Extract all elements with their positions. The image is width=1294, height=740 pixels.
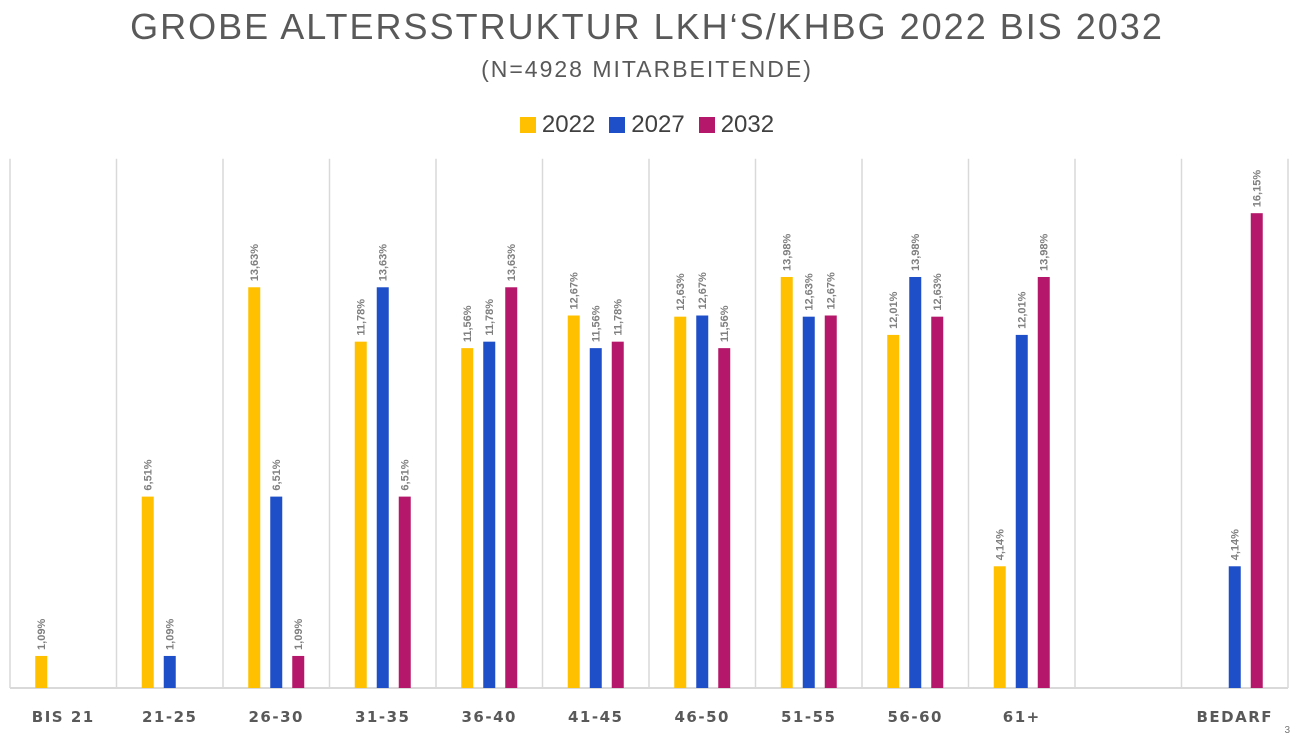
page-number: 3 [1284,725,1290,736]
bar-2032 [824,315,837,688]
x-tick-label: 36-40 [462,708,517,726]
bar-2027 [696,315,709,688]
bar-2027 [376,287,389,688]
bar-2027 [163,655,176,688]
bar-2022 [887,334,900,688]
x-tick-label: BIS 21 [32,708,95,726]
data-label: 11,78% [356,299,368,336]
data-label: 13,98% [910,233,922,271]
data-label: 11,78% [613,299,625,336]
data-label: 12,01% [1017,291,1029,329]
bar-2032 [1037,276,1050,688]
data-label: 1,09% [165,619,177,650]
legend-label: 2022 [541,111,596,138]
chart-title: GROBE ALTERSSTRUKTUR LKH‘S/KHBG 2022 BIS… [130,6,1164,47]
data-label: 12,63% [804,273,816,311]
bar-2022 [780,276,793,688]
data-label: 4,14% [1230,529,1242,560]
data-label: 6,51% [271,459,283,490]
legend-swatch [519,117,536,133]
data-label: 16,15% [1252,170,1264,208]
bar-2027 [909,276,922,688]
data-label: 13,63% [506,244,518,282]
data-label: 13,98% [782,233,794,271]
bar-2032 [1250,213,1263,688]
legend-swatch [609,117,626,133]
legend-item-2027: 2027 [609,111,685,139]
legend-item-2032: 2032 [698,111,775,139]
x-tick-label: BEDARF [1196,708,1273,726]
data-label: 13,63% [378,244,390,282]
x-tick-label: 51-55 [781,708,836,726]
data-label: 11,56% [462,305,474,342]
legend-label: 2027 [631,111,685,138]
legend: 2022 2027 2032 [0,111,1294,139]
data-label: 12,67% [826,272,838,310]
x-tick-label: 41-45 [568,708,623,726]
data-label: 1,09% [293,619,305,650]
bar-2022 [567,315,580,688]
bar-2032 [611,341,624,688]
data-label: 12,01% [888,291,900,329]
x-tick-label: 31-35 [355,708,410,726]
data-label: 12,67% [569,272,581,310]
bar-2032 [931,316,944,688]
bar-2022 [248,287,261,688]
bar-2022 [354,341,367,688]
data-label: 6,51% [400,459,412,490]
bar-2022 [993,566,1006,688]
bar-2027 [270,496,283,688]
legend-label: 2032 [720,111,775,138]
bar-2027 [1015,334,1028,688]
bar-2022 [141,496,154,688]
x-tick-label: 56-60 [888,708,943,726]
data-label: 13,98% [1039,233,1051,271]
data-label: 12,63% [675,273,687,311]
data-label: 11,78% [484,299,496,336]
data-label: 13,63% [249,244,261,282]
data-label: 6,51% [143,459,155,490]
legend-swatch [698,117,715,133]
bar-2022 [461,348,474,688]
data-label: 12,63% [932,273,944,311]
bar-2027 [1228,566,1241,688]
bar-2032 [718,348,731,688]
data-label: 11,56% [591,305,603,342]
bar-2027 [802,316,815,688]
data-label: 1,09% [36,619,48,650]
legend-item-2022: 2022 [519,111,596,139]
data-label: 11,56% [719,305,731,342]
chart-subtitle: (N=4928 MITARBEITENDE) [481,56,813,82]
bar-2022 [674,316,687,688]
bar-2027 [589,348,602,688]
bar-2032 [398,496,411,688]
bar-2032 [505,287,518,688]
bar-2027 [483,341,496,688]
x-tick-label: 26-30 [249,708,304,726]
bar-2022 [35,655,48,688]
x-tick-label: 46-50 [675,708,730,726]
data-label: 12,67% [697,272,709,310]
data-label: 4,14% [995,529,1007,560]
x-tick-label: 61+ [1003,708,1041,726]
x-tick-label: 21-25 [142,708,197,726]
bar-2032 [292,655,305,688]
